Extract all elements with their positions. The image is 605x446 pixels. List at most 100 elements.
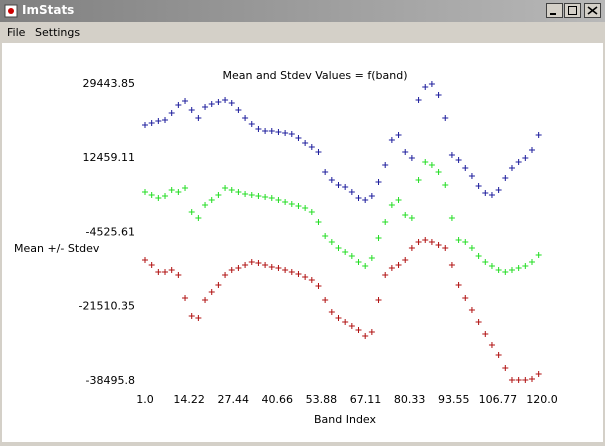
data-point: [415, 96, 422, 103]
data-point: [355, 258, 362, 265]
data-point: [422, 236, 429, 243]
data-point: [508, 376, 515, 383]
data-point: [175, 188, 182, 195]
data-point: [288, 200, 295, 207]
data-point: [208, 100, 215, 107]
data-point: [442, 115, 449, 122]
data-point: [408, 215, 415, 221]
data-point: [168, 110, 175, 117]
data-point: [442, 181, 449, 188]
y-tick-label: 29443.85: [83, 77, 136, 90]
data-point: [282, 266, 289, 273]
data-point: [475, 252, 482, 259]
data-point: [428, 238, 435, 245]
data-point: [362, 196, 369, 203]
data-point: [335, 181, 342, 188]
data-point: [268, 263, 275, 270]
data-point: [302, 273, 309, 280]
data-point: [255, 259, 262, 266]
data-point: [508, 164, 515, 171]
data-point: [535, 370, 542, 377]
data-point: [282, 129, 289, 136]
data-point: [528, 258, 535, 265]
data-point: [368, 254, 375, 261]
menu-item[interactable]: Settings: [35, 26, 81, 39]
data-point: [288, 268, 295, 275]
data-point: [222, 96, 229, 103]
data-point: [435, 168, 442, 175]
data-point: [522, 376, 529, 383]
x-tick-label: 1.0: [136, 393, 154, 406]
data-point: [168, 266, 175, 273]
data-point: [315, 219, 322, 225]
data-point: [255, 125, 262, 132]
data-point: [162, 192, 169, 199]
y-axis-label: Mean +/- Stdev: [14, 242, 100, 255]
data-point: [402, 211, 409, 218]
data-point: [182, 294, 189, 301]
menu-item[interactable]: File: [7, 26, 26, 39]
data-point: [222, 184, 229, 191]
data-point: [328, 308, 335, 315]
data-point: [175, 102, 182, 109]
data-point: [382, 161, 389, 168]
data-point: [202, 201, 209, 208]
data-point: [275, 128, 282, 135]
data-point: [388, 201, 395, 208]
data-point: [362, 332, 369, 339]
data-point: [228, 187, 235, 193]
x-tick-label: 80.33: [394, 393, 426, 406]
data-point: [208, 288, 215, 295]
data-point: [442, 244, 449, 251]
window-controls[interactable]: [546, 3, 602, 19]
data-point: [368, 192, 375, 199]
data-point: [275, 264, 282, 271]
data-point: [322, 232, 329, 239]
data-point: [228, 266, 235, 273]
data-point: [395, 196, 402, 203]
data-point: [228, 99, 235, 106]
x-tick-label: 53.88: [306, 393, 338, 406]
data-point: [322, 168, 329, 175]
data-point: [488, 191, 495, 198]
window-title: ImStats: [22, 3, 75, 17]
data-point: [522, 155, 529, 162]
data-point: [428, 80, 435, 87]
data-point: [495, 351, 502, 358]
data-point: [262, 127, 269, 134]
data-point: [142, 121, 148, 128]
x-tick-label: 120.0: [526, 393, 558, 406]
data-point: [342, 183, 349, 190]
data-point: [468, 244, 475, 251]
data-point: [268, 127, 275, 134]
data-point: [448, 261, 455, 268]
x-tick-label: 40.66: [262, 393, 294, 406]
data-point: [408, 155, 415, 162]
data-point: [195, 215, 202, 221]
data-point: [422, 159, 429, 165]
data-point: [155, 268, 162, 275]
data-point: [262, 193, 269, 200]
data-point: [342, 318, 349, 325]
data-point: [335, 314, 342, 321]
data-point: [462, 164, 469, 171]
data-point: [475, 183, 482, 189]
data-point: [202, 103, 209, 110]
data-point: [368, 328, 375, 335]
data-point: [415, 238, 422, 245]
data-point: [215, 99, 222, 106]
data-point: [515, 264, 522, 271]
x-tick-label: 67.11: [350, 393, 382, 406]
data-point: [502, 175, 509, 181]
data-point: [142, 256, 148, 263]
data-point: [188, 312, 195, 319]
data-point: [535, 251, 542, 258]
data-point: [215, 281, 222, 288]
data-point: [195, 314, 202, 321]
y-tick-label: -4525.61: [86, 225, 135, 238]
x-tick-label: 14.22: [173, 393, 205, 406]
data-point: [242, 261, 249, 268]
data-point: [482, 330, 489, 337]
data-point: [348, 252, 355, 259]
data-point: [235, 188, 242, 195]
